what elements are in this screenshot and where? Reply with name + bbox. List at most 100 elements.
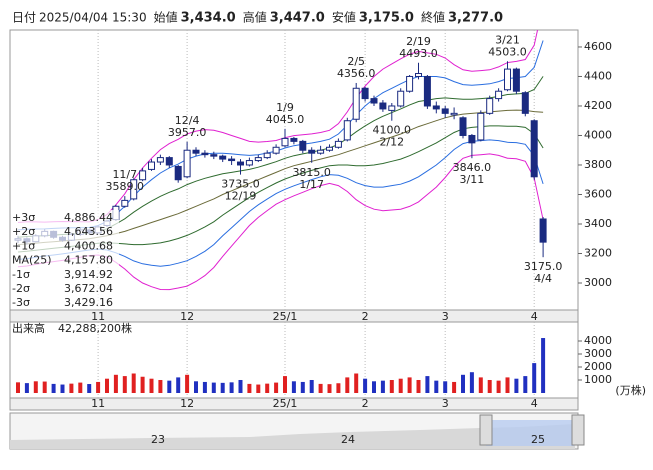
navigator-label: 23 [151,433,165,446]
volume-bar [194,381,198,393]
volume-bar [176,377,181,393]
volume-bar [185,374,190,393]
header-label: 始値 [154,10,178,25]
candle-body [308,149,316,154]
candle-body [183,149,191,178]
candle-body [290,137,298,142]
volume-bar [416,379,421,393]
legend-name: +3σ [12,211,35,224]
candle-body [148,161,155,170]
annotation-date: 3/21 [495,33,520,46]
volume-bar [247,383,252,393]
y-tick-label: 4000 [584,128,612,141]
volume-title: 出来高 [12,321,45,335]
volume-bar [211,382,216,393]
volume-bar [398,378,403,393]
volume-bar [220,382,225,393]
candle-body [272,146,280,154]
volume-bar [42,381,47,393]
candle-body [361,87,369,100]
annotation-value: 3815.0 [292,166,331,179]
volume-tick-label: 1000 [584,373,612,386]
x-tick-label: 4 [531,397,538,410]
annotation-date: 4/4 [534,272,552,285]
legend-value: 3,914.92 [64,268,113,281]
y-tick-label: 3400 [584,217,612,230]
candle-body [432,105,440,110]
candle-body [495,90,503,100]
navigator-label: 24 [341,433,355,446]
volume-bar [372,381,376,393]
legend-value: 4,886.44 [64,211,113,224]
annotation-date: 3/11 [460,173,485,186]
legend-name: MA(25) [12,254,52,267]
volume-bar [202,381,207,393]
volume-bar [131,373,136,393]
x-tick-label: 2 [362,310,369,323]
volume-bar [149,378,154,393]
volume-bar [452,381,457,393]
legend-value: 4,400.68 [64,239,113,252]
candle-body [352,87,360,120]
legend-name: -2σ [12,282,30,295]
y-tick-label: 3800 [584,158,612,171]
candle-body [130,179,138,200]
navigator-handle[interactable] [479,414,493,446]
candle-body [486,98,494,114]
navigator-window[interactable] [486,420,574,446]
volume-total: 42,288,200株 [58,321,132,335]
candle-body [441,108,449,114]
volume-bar [300,381,305,393]
volume-tick-label: 3000 [584,347,612,360]
volume-tick-label: 4000 [584,334,612,347]
volume-bar [461,374,465,393]
candle-body [281,137,289,147]
volume-bar [238,379,243,393]
volume-bar [425,376,430,393]
header-value: 3,277.0 [448,11,503,26]
volume-bar [363,378,368,393]
candle-body [317,149,325,154]
volume-bar [105,378,109,393]
y-tick-label: 3000 [584,276,612,289]
volume-bar [229,382,234,393]
volume-tick-label: 2000 [584,360,612,373]
legend-name: -1σ [12,268,30,281]
candle-body [263,152,271,159]
candle-body [228,158,236,162]
candle-body [165,157,173,166]
y-tick-label: 3600 [584,187,612,200]
header-value: 3,447.0 [270,11,325,26]
annotation-value: 3735.0 [221,178,260,191]
volume-bar [60,384,65,393]
volume-bar [24,383,29,393]
volume-bar [256,384,261,393]
candle-body [343,120,351,141]
legend-value: 3,429.16 [64,296,113,309]
volume-bar [532,363,537,393]
volume-bar [167,380,172,393]
annotation-value: 4100.0 [373,124,412,137]
volume-bar [96,381,101,393]
legend-value: 3,672.04 [64,282,113,295]
x-tick-label: 25/1 [273,397,298,410]
annotation-value: 3175.0 [524,260,563,273]
candle-body [512,68,520,92]
volume-bar [140,376,145,393]
x-tick-label: 11 [91,310,105,323]
candle-body [370,98,378,104]
navigator-silhouette [10,424,575,449]
header-label: 安値 [332,10,356,25]
navigator-handle[interactable] [571,414,585,446]
volume-bar [309,379,314,393]
volume-bar [514,378,519,393]
candle-body [459,117,467,136]
volume-bar [354,373,359,393]
annotation-date: 12/19 [225,190,257,203]
candle-body [201,152,209,156]
annotation-value: 4045.0 [266,113,305,126]
volume-unit: (万株) [615,383,646,397]
x-tick-label: 25/1 [273,310,298,323]
volume-bar [16,382,20,393]
